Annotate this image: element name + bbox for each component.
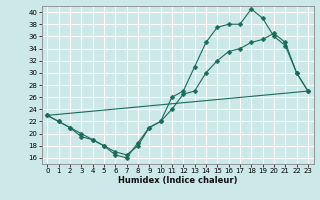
X-axis label: Humidex (Indice chaleur): Humidex (Indice chaleur) — [118, 176, 237, 185]
